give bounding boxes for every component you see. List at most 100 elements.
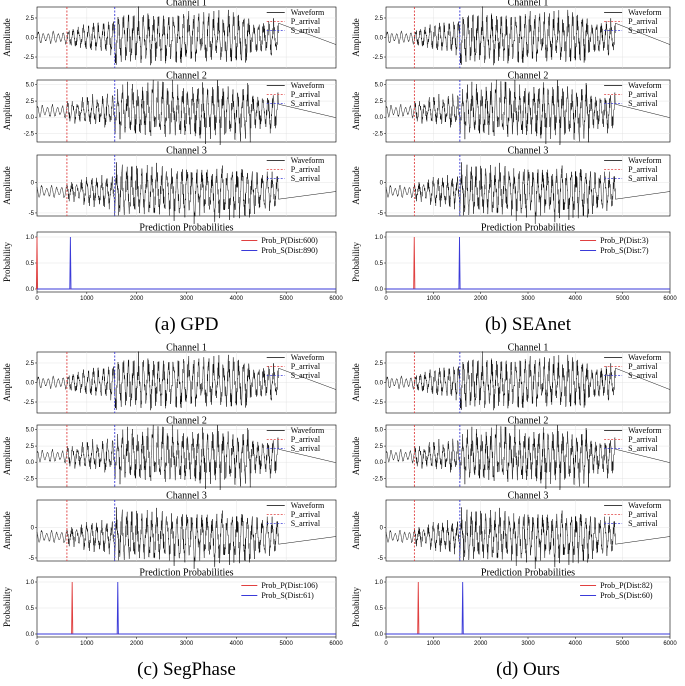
panel-caption: (d) Ours — [496, 659, 560, 680]
probability-title: Prediction Probabilities — [481, 568, 575, 579]
legend-entry: S_arrival — [291, 174, 321, 183]
y-axis-label: Amplitude — [351, 437, 361, 476]
waveform-trace — [385, 351, 671, 411]
channel-2-plot: Channel 2 5.0 2.5 0.0 -2.5 Amplitude WaveformP… — [2, 416, 337, 491]
legend-entry: Prob_P(Dist:106) — [261, 581, 318, 590]
x-tick-label: 1000 — [80, 296, 94, 302]
y-tick-label: 0.0 — [375, 381, 384, 387]
legend-entry: S_arrival — [628, 174, 658, 183]
y-tick-label: 5.0 — [26, 427, 35, 433]
panel-1: Channel 12.50.0-2.5AmplitudeWaveformP_ar… — [2, 0, 343, 335]
legend-entry: Prob_S(Dist:7) — [600, 246, 649, 255]
legend-entry: Waveform — [628, 8, 662, 17]
x-tick-label: 3000 — [180, 296, 194, 302]
channel-title: Channel 1 — [166, 343, 207, 354]
y-tick-label: -2.5 — [373, 476, 384, 482]
x-tick-label: 0 — [384, 296, 388, 302]
y-tick-label: 0 — [31, 525, 35, 531]
legend-entry: Waveform — [628, 81, 662, 90]
prob-s-series — [37, 236, 336, 290]
channel-title: Channel 3 — [508, 491, 549, 502]
y-tick-label: 0 — [31, 180, 35, 186]
probability-frame — [385, 576, 671, 638]
channel-1-plot: Channel 1 2.5 0.0 -2.5 Amplitude WaveformP_ar… — [351, 343, 671, 414]
legend-entry: Prob_S(Dist:61) — [261, 591, 314, 600]
x-tick-label: 5000 — [616, 296, 630, 302]
channel-1-plot: Channel 1 2.5 0.0 -2.5 Amplitude WaveformP_ar… — [2, 0, 337, 69]
waveform-trace — [36, 351, 337, 411]
legend-entry: Waveform — [291, 81, 325, 90]
legend-entry: S_arrival — [291, 444, 321, 453]
x-tick-label: 1000 — [427, 641, 441, 647]
y-tick-label: 1.0 — [26, 580, 35, 586]
probability-frame — [36, 231, 337, 293]
waveform-trace — [385, 162, 671, 224]
channel-2-plot: Channel 2 5.0 2.5 0.0 -2.5 Amplitude WaveformP… — [351, 416, 671, 491]
y-tick-label: 0.0 — [375, 287, 384, 293]
y-tick-label: 0.0 — [26, 381, 35, 387]
x-tick-label: 4000 — [230, 641, 244, 647]
y-axis-label: Amplitude — [351, 92, 361, 131]
y-axis-label: Amplitude — [2, 166, 12, 205]
y-tick-label: 2.5 — [26, 361, 35, 367]
y-tick-label: 0.0 — [26, 460, 35, 466]
y-tick-label: 2.5 — [375, 99, 384, 105]
legend-entry: P_arrival — [291, 435, 321, 444]
x-tick-label: 2000 — [474, 641, 488, 647]
x-tick-label: 2000 — [130, 296, 144, 302]
x-tick-label: 6000 — [663, 641, 677, 647]
y-tick-label: 5.0 — [375, 82, 384, 88]
y-tick-label: -2.5 — [373, 131, 384, 137]
waveform-trace — [36, 79, 337, 146]
y-tick-label: -5 — [378, 211, 384, 217]
y-tick-label: 0.0 — [375, 115, 384, 121]
y-axis-label: Amplitude — [351, 511, 361, 550]
y-tick-label: 0.0 — [375, 460, 384, 466]
legend-entry: P_arrival — [291, 165, 321, 174]
panel-2: Channel 12.50.0-2.5AmplitudeWaveformP_ar… — [351, 0, 677, 335]
legend-entry: Waveform — [291, 501, 325, 510]
channel-3-plot: Channel 3 0 -5 Amplitude WaveformP_arrivalS_… — [351, 146, 671, 224]
x-tick-label: 6000 — [329, 641, 343, 647]
y-tick-label: -2.5 — [24, 476, 35, 482]
y-tick-label: -2.5 — [24, 400, 35, 406]
waveform-trace — [36, 424, 337, 491]
y-tick-label: 2.5 — [26, 99, 35, 105]
x-tick-label: 4000 — [569, 641, 583, 647]
legend-entry: Prob_P(Dist:600) — [261, 236, 318, 245]
y-axis-label: Probability — [2, 587, 12, 627]
y-tick-label: 0.5 — [26, 261, 35, 267]
channel-2-plot: Channel 2 5.0 2.5 0.0 -2.5 Amplitude WaveformP… — [351, 71, 671, 146]
legend-entry: P_arrival — [628, 435, 658, 444]
y-axis-label: Amplitude — [351, 363, 361, 402]
channel-3-plot: Channel 3 0 -5 Amplitude WaveformP_arrivalS_… — [2, 146, 337, 224]
legend-entry: P_arrival — [291, 510, 321, 519]
legend-entry: P_arrival — [291, 90, 321, 99]
prob-s-series — [386, 581, 670, 635]
channel-title: Channel 1 — [166, 0, 207, 9]
probability-plot: Prediction Probabilities 1.0 0.5 0.00 1000 20… — [2, 568, 343, 648]
panel-caption: (b) SEAnet — [485, 314, 572, 335]
legend-entry: S_arrival — [291, 519, 321, 528]
legend-entry: Waveform — [291, 353, 325, 362]
y-tick-label: 0.0 — [375, 36, 384, 42]
y-tick-label: -2.5 — [373, 400, 384, 406]
channel-3-plot: Channel 3 0 -5 Amplitude WaveformP_arrivalS_… — [2, 491, 337, 569]
waveform-trace — [385, 507, 671, 569]
legend-entry: S_arrival — [628, 371, 658, 380]
x-tick-label: 4000 — [230, 296, 244, 302]
legend-entry: Prob_S(Dist:890) — [261, 246, 318, 255]
legend-entry: P_arrival — [291, 17, 321, 26]
channel-title: Channel 3 — [508, 146, 549, 157]
channel-title: Channel 3 — [166, 146, 207, 157]
legend-entry: P_arrival — [628, 165, 658, 174]
y-axis-label: Amplitude — [2, 18, 12, 57]
x-tick-label: 6000 — [663, 296, 677, 302]
x-tick-label: 6000 — [329, 296, 343, 302]
y-tick-label: 0.5 — [26, 606, 35, 612]
y-tick-label: 0.5 — [375, 606, 384, 612]
prob-s-series — [386, 236, 670, 290]
waveform-trace — [36, 162, 337, 224]
channel-3-plot: Channel 3 0 -5 Amplitude WaveformP_arrivalS_… — [351, 491, 671, 569]
